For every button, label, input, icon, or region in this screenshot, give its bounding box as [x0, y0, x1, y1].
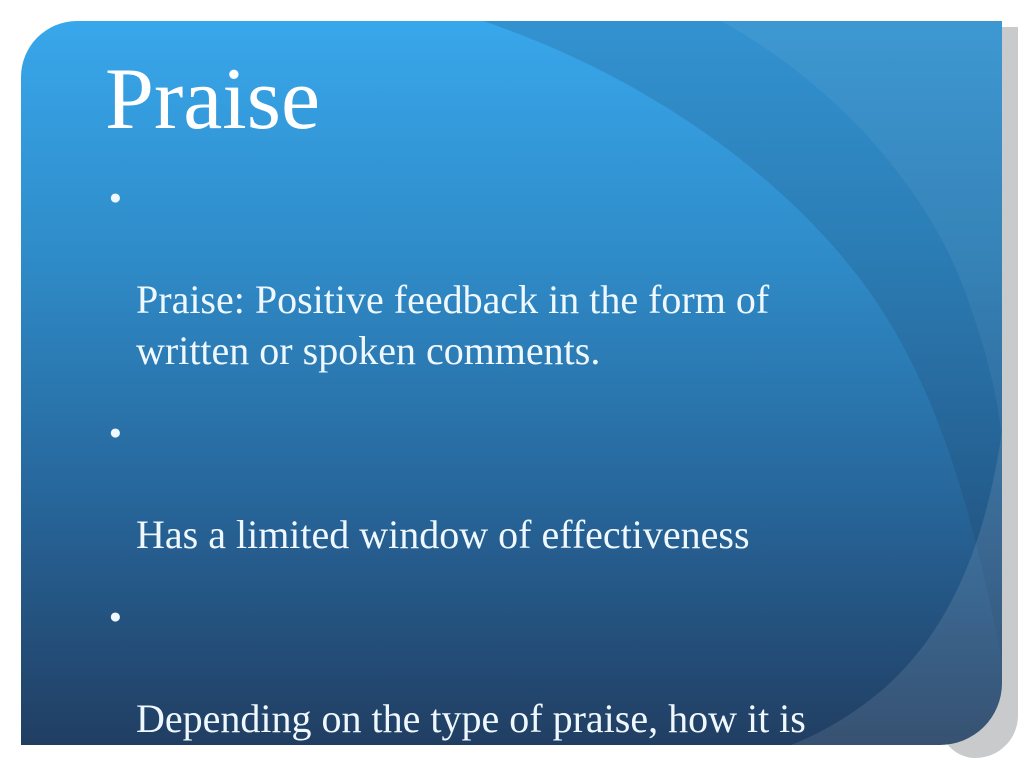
bullet-item: ● Depending on the type of praise, how i…: [109, 591, 959, 745]
bullet-icon: ●: [109, 604, 122, 628]
slide-body: ● Praise: Positive feedback in the form …: [109, 172, 959, 745]
right-edge-swoosh: [721, 21, 1002, 441]
slide-title: Praise: [105, 51, 321, 148]
top-right-swoosh: [483, 21, 1002, 661]
bullet-text: Praise: Positive feedback in the form of…: [136, 277, 770, 373]
bullet-item: ● Has a limited window of effectiveness: [109, 407, 959, 560]
slide-panel: Praise ● Praise: Positive feedback in th…: [21, 21, 1002, 745]
bullet-text: Depending on the type of praise, how it …: [136, 696, 806, 741]
bullet-icon: ●: [109, 185, 122, 209]
bullet-item: ● Praise: Positive feedback in the form …: [109, 172, 959, 376]
background-swoosh-decoration: [483, 21, 1002, 745]
bottom-right-swoosh: [791, 431, 1002, 745]
bullet-text: Has a limited window of effectiveness: [136, 512, 750, 557]
bullet-icon: ●: [109, 420, 122, 444]
